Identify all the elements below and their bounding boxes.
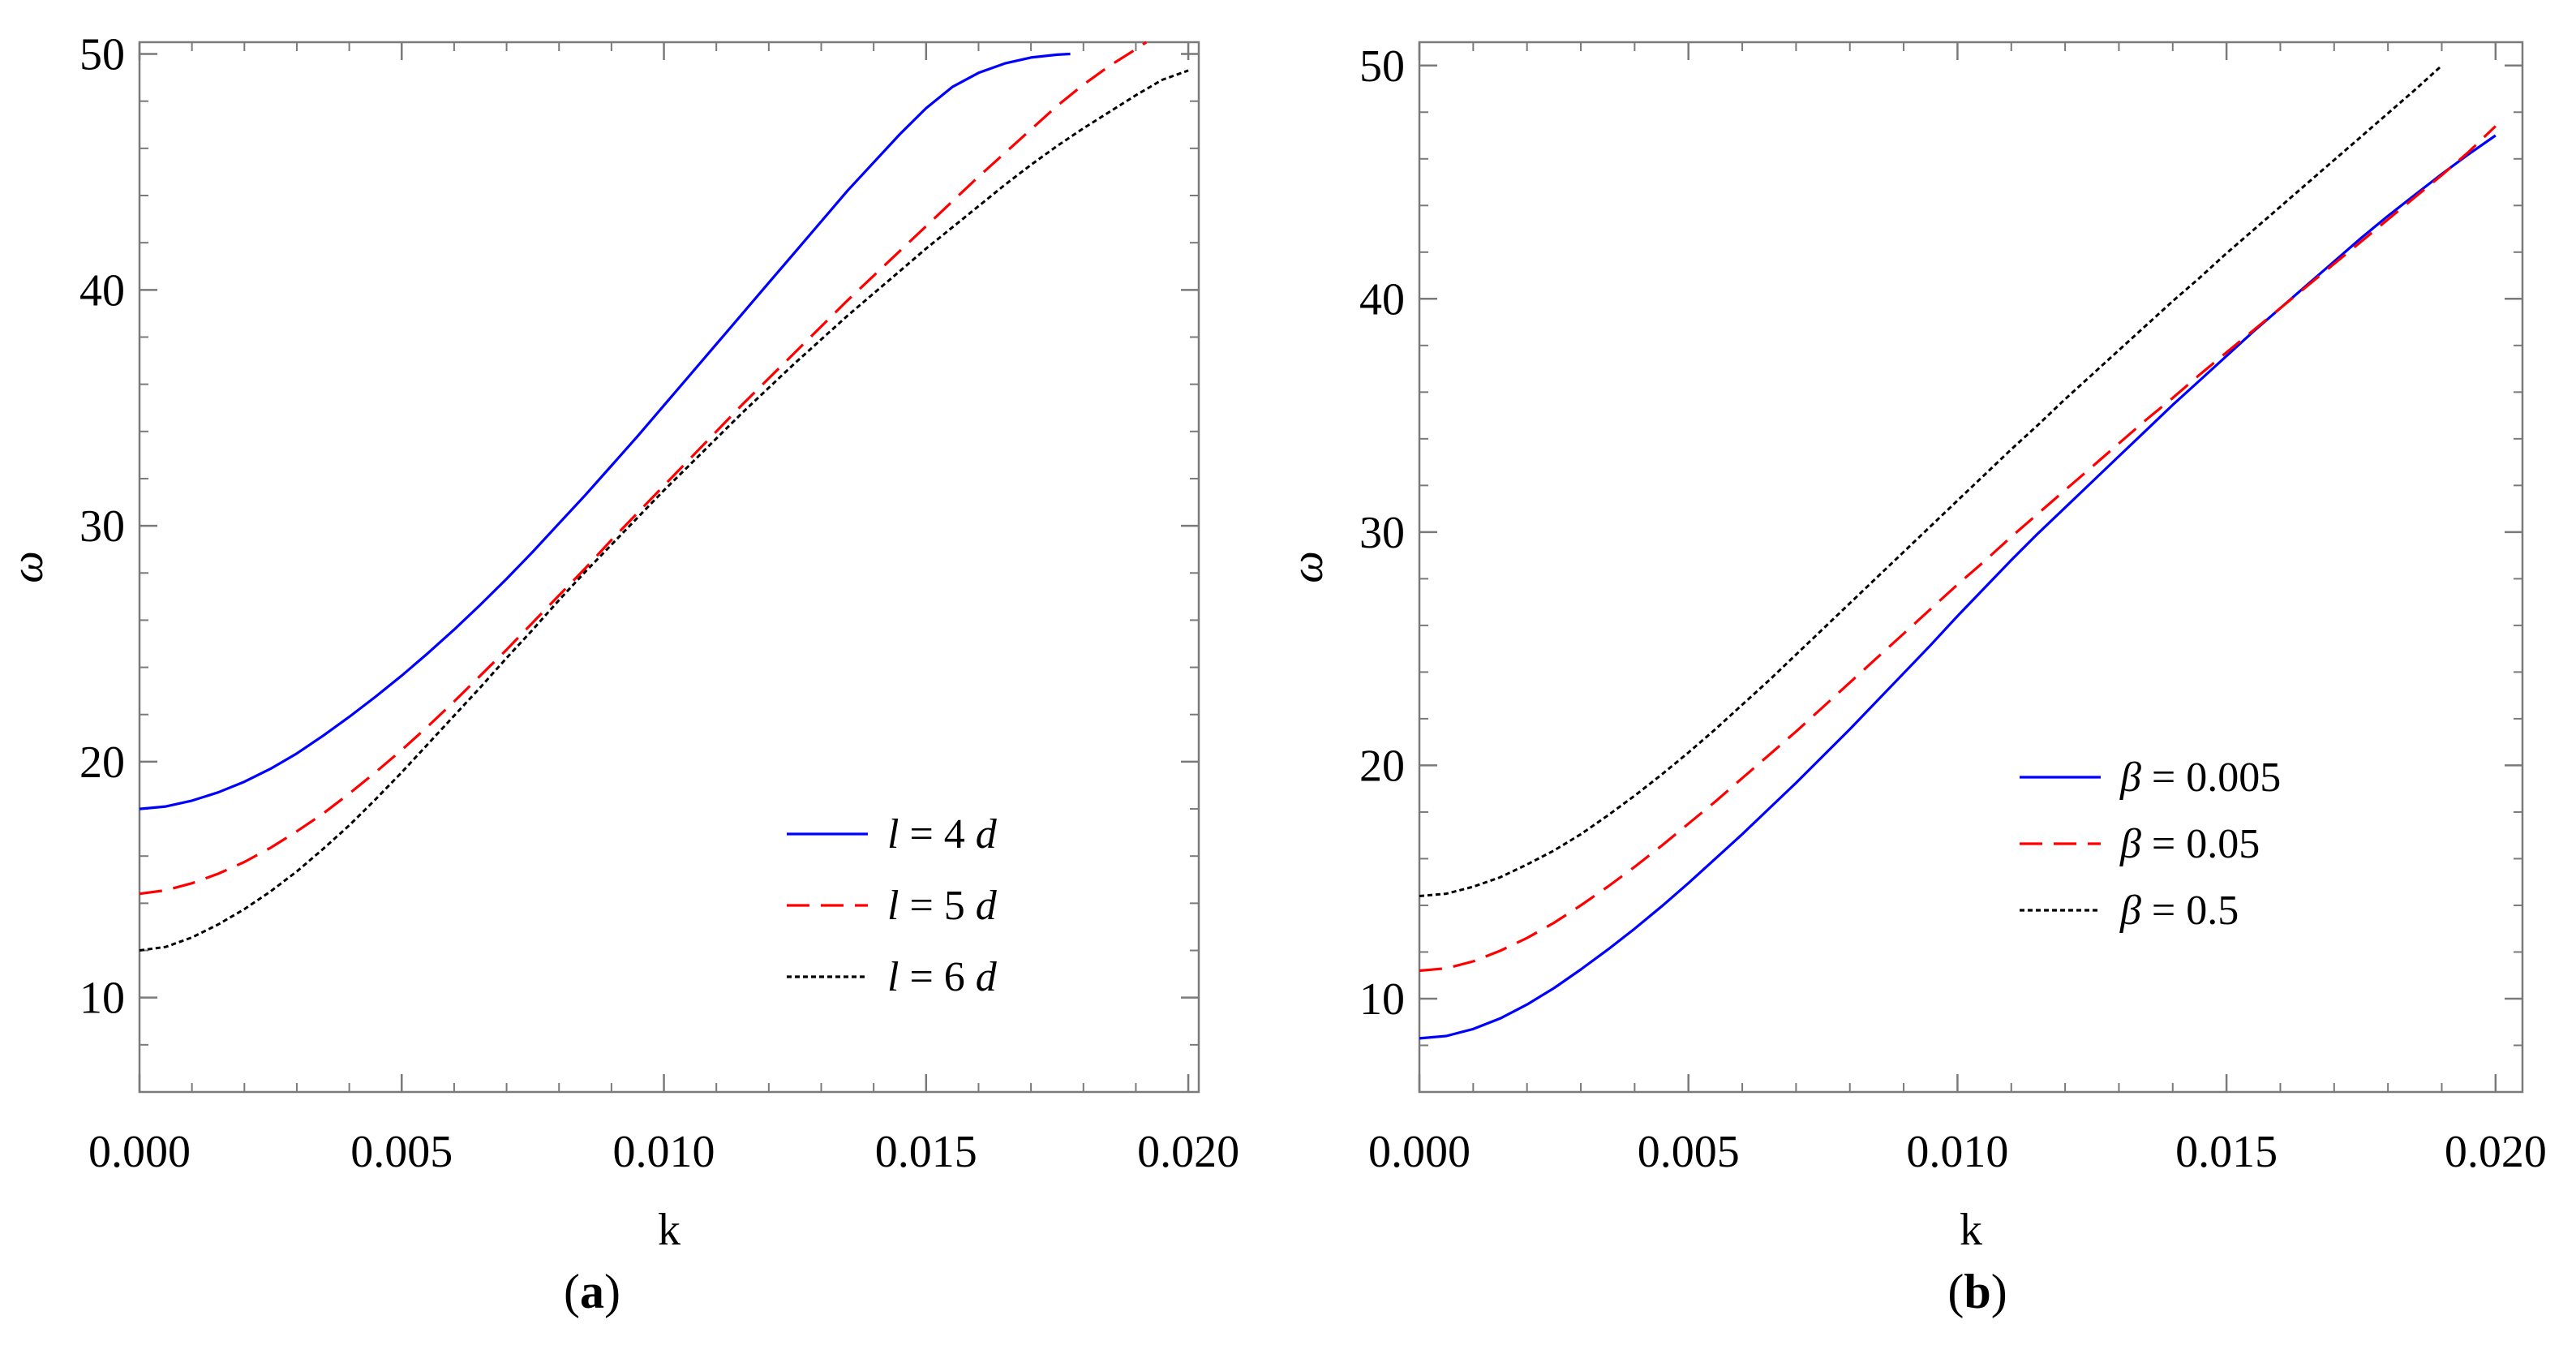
legend-label: l = 6 d <box>887 954 998 1000</box>
x-tick-label: 0.000 <box>88 1127 191 1177</box>
series-line-dotted <box>139 69 1189 952</box>
y-axis-label: ω <box>2 551 53 583</box>
y-tick-label: 20 <box>1359 741 1405 791</box>
y-tick-label: 10 <box>1359 974 1405 1025</box>
y-tick-label: 20 <box>79 737 125 788</box>
y-tick-label: 30 <box>1359 508 1405 558</box>
series-line-dashed <box>1419 125 2497 973</box>
panel-caption: (b) <box>1947 1265 2007 1318</box>
y-tick-label: 10 <box>79 974 125 1024</box>
legend-label: l = 4 d <box>887 811 998 858</box>
legend-label: β = 0.005 <box>2119 754 2281 801</box>
plot-frame <box>138 41 1200 1094</box>
plot-frame <box>1418 41 2524 1094</box>
series-line-dotted <box>1419 64 2443 897</box>
x-tick-label: 0.010 <box>613 1127 715 1177</box>
legend-label: β = 0.05 <box>2119 821 2260 867</box>
x-tick-label: 0.010 <box>1906 1127 2008 1177</box>
y-axis-label: ω <box>1282 551 1333 583</box>
x-tick-label: 0.000 <box>1368 1127 1470 1177</box>
y-tick-label: 50 <box>79 30 125 80</box>
series-line-dashed <box>139 41 1148 896</box>
x-tick-label: 0.020 <box>1137 1127 1239 1177</box>
x-tick-label: 0.015 <box>875 1127 977 1177</box>
legend: β = 0.005 β = 0.05 β = 0.5 <box>2020 754 2281 934</box>
series-line-solid <box>139 52 1071 810</box>
legend: l = 4 d l = 5 d l = 6 d <box>787 811 998 1000</box>
legend-label: l = 5 d <box>887 883 998 929</box>
x-axis-label: k <box>658 1205 680 1255</box>
legend-label: β = 0.5 <box>2119 888 2239 934</box>
panel-a: 0.000 0.005 0.010 0.015 0.020 10 20 30 40 50 k ω l =… <box>2 30 1239 1318</box>
x-axis-label: k <box>1960 1205 1982 1255</box>
y-tick-label: 30 <box>79 501 125 552</box>
panel-caption: (a) <box>564 1265 620 1318</box>
x-tick-label: 0.005 <box>350 1127 453 1177</box>
x-tick-label: 0.020 <box>2445 1127 2547 1177</box>
y-tick-label: 40 <box>1359 274 1405 325</box>
y-tick-label: 40 <box>79 265 125 316</box>
x-tick-label: 0.005 <box>1638 1127 1740 1177</box>
panel-b: 0.000 0.005 0.010 0.015 0.020 10 20 30 40 50 k ω β =… <box>1282 41 2547 1318</box>
y-tick-label: 50 <box>1359 41 1405 92</box>
x-tick-label: 0.015 <box>2175 1127 2278 1177</box>
